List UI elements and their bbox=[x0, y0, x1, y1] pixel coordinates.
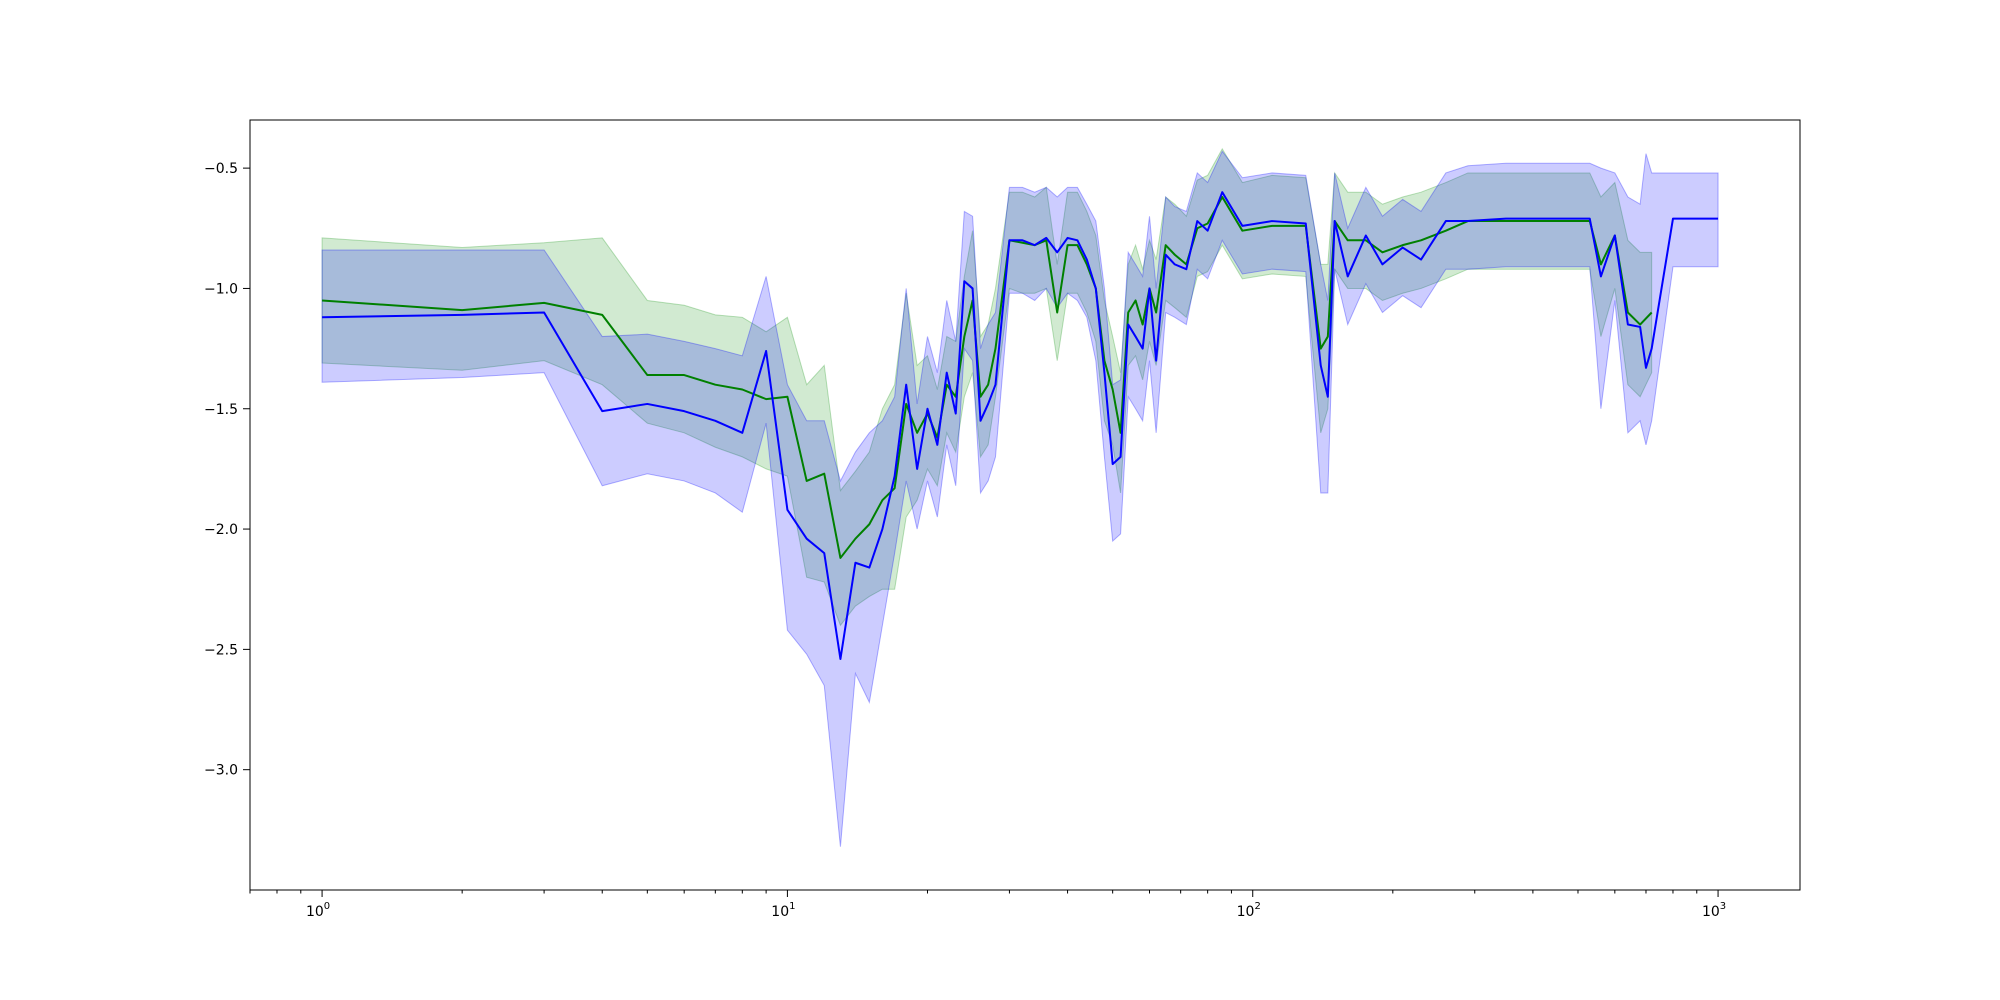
y-tick-label: −2.0 bbox=[204, 522, 238, 538]
x-tick-label: 100 bbox=[306, 901, 330, 920]
series-lines bbox=[322, 191, 1719, 660]
x-tick-label: 103 bbox=[1702, 901, 1726, 920]
series-2-line bbox=[322, 191, 1719, 660]
y-tick-label: −1.5 bbox=[204, 402, 238, 418]
x-axis: 100 101 102 103 bbox=[249, 890, 1726, 920]
y-tick-label: −3.0 bbox=[204, 763, 238, 779]
x-tick-label: 102 bbox=[1237, 901, 1261, 920]
y-axis: −0.5 −1.0 −1.5 −2.0 −2.5 −3.0 bbox=[204, 161, 250, 779]
y-tick-label: −1.0 bbox=[204, 281, 238, 297]
x-tick-label: 101 bbox=[771, 901, 795, 920]
plot-area-frame bbox=[249, 119, 1801, 891]
y-tick-label: −0.5 bbox=[204, 161, 238, 177]
y-tick-label: −2.5 bbox=[204, 642, 238, 658]
